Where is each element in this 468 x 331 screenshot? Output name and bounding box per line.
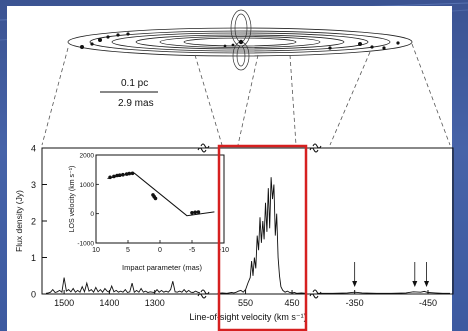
maser-arrow-head (424, 281, 430, 287)
inset-y-tick-label: 2000 (80, 153, 95, 160)
highlight-box (217, 144, 308, 331)
spectrum-line-systemic (217, 177, 307, 294)
y-tick-label: 1 (31, 253, 36, 263)
y-axis-label: Flux density (Jy) (14, 190, 24, 252)
y-tick-label: 0 (31, 290, 36, 300)
inset-chart: -1000 0 1000 2000 10 5 0 -5 -10 LOS velocity (km… (69, 153, 229, 273)
inset-x-tick-label: -5 (189, 247, 195, 254)
maser-arrow-head (352, 281, 358, 287)
inset-y-tick-label: 1000 (80, 182, 95, 189)
inset-point (127, 171, 132, 176)
inset-x-tick-label: 0 (158, 247, 162, 254)
inset-x-axis-label: Impact parameter (mas) (122, 263, 203, 272)
inset-x-tick-label: 10 (92, 247, 100, 254)
inset-point (193, 210, 197, 215)
x-tick-label: 1400 (99, 298, 119, 308)
inset-point (121, 172, 125, 177)
inset-point (153, 196, 158, 201)
scale-pc-label: 0.1 pc (121, 78, 148, 89)
inset-y-tick-label: -1000 (77, 241, 94, 248)
panel-blueshifted: -350 -450 (318, 262, 450, 308)
x-tick-label: 1500 (54, 298, 74, 308)
x-tick-label: -350 (346, 298, 364, 308)
scale-bar: 0.1 pc 2.9 mas (100, 78, 158, 109)
x-tick-label: 550 (238, 298, 253, 308)
warped-disk-diagram (67, 9, 413, 71)
spectrum-line-blueshifted (318, 290, 450, 294)
axis-break-marks (197, 143, 322, 299)
inset-point (196, 210, 201, 214)
x-tick-label: 450 (285, 298, 300, 308)
panel-redshifted: 1500 1400 1300 (45, 277, 201, 308)
x-tick-label: -450 (419, 298, 437, 308)
inset-point (108, 175, 112, 180)
inset-point (117, 173, 122, 177)
spectrum-line-redshifted (45, 277, 201, 294)
scale-mas-label: 2.9 mas (118, 98, 154, 109)
inset-y-axis-label: LOS velocity (km s⁻¹) (69, 166, 76, 233)
inset-x-tick-label: 5 (126, 247, 130, 254)
x-axis-label: Line-of-sight velocity (km s⁻¹) (189, 312, 306, 322)
inset-point (190, 211, 194, 215)
figure-panel (7, 6, 452, 331)
maser-arrow-head (412, 281, 418, 287)
y-tick-label: 3 (31, 180, 36, 190)
inset-y-tick-label: 0 (90, 211, 94, 218)
panel-systemic: 550 450 (217, 177, 307, 308)
inset-x-tick-label: -10 (219, 247, 229, 254)
inset-point (112, 174, 116, 179)
spectrum-chart: 0 1 2 3 4 1500 1400 1300 550 450 -350 -450 Flux de… (14, 143, 454, 322)
projection-lines (41, 43, 451, 146)
y-tick-label: 2 (31, 217, 36, 227)
x-tick-label: 1300 (145, 298, 165, 308)
inset-point (130, 171, 135, 176)
y-tick-label: 4 (31, 144, 36, 154)
inset-point (115, 173, 119, 178)
